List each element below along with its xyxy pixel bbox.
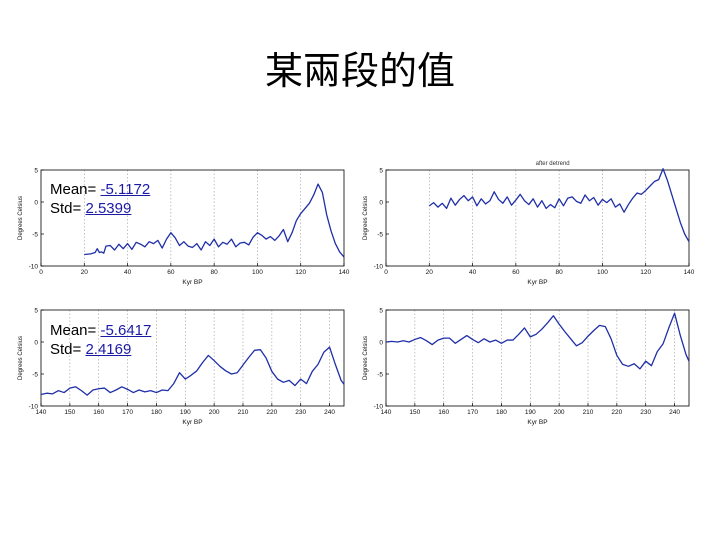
mean-value: -5.1172 <box>100 181 151 198</box>
chart-panel-top-right: after detrend 0 20 40 60 80 100 120 140 5 0 -5 -10 Ky… <box>350 158 695 288</box>
x-tick-label: 20 <box>426 269 434 276</box>
chart-svg: 140 150 160 170 180 190 200 210 220 230 240 5 0 -5 -10… <box>363 307 690 426</box>
x-tick-label: 180 <box>151 409 162 416</box>
stats-annotation-top: Mean= -5.1172 Std= 2.5399 <box>50 180 150 218</box>
x-tick-label: 230 <box>640 409 651 416</box>
y-axis-label: Degrees Celsius <box>18 196 24 240</box>
x-tick-label: 190 <box>525 409 536 416</box>
x-tick-label: 0 <box>384 269 388 276</box>
x-tick-label: 120 <box>640 269 651 276</box>
y-tick-label: 0 <box>379 339 383 346</box>
x-tick-label: 210 <box>238 409 249 416</box>
mean-label: Mean= <box>50 322 97 339</box>
x-tick-label: 150 <box>64 409 75 416</box>
std-label: Std= <box>50 200 82 217</box>
y-tick-label: -5 <box>32 371 38 378</box>
y-tick-label: -5 <box>32 231 38 238</box>
y-axis-label: Degrees Celsius <box>363 196 369 240</box>
chart-svg: 0 20 40 60 80 100 120 140 5 0 -5 -10 Kyr BP Degrees C… <box>18 167 350 286</box>
stats-annotation-bottom: Mean= -5.6417 Std= 2.4169 <box>50 321 151 359</box>
y-tick-label: 5 <box>34 167 38 174</box>
mean-value: -5.6417 <box>100 322 152 339</box>
y-axis-label: Degrees Celsius <box>363 336 369 380</box>
series-line <box>40 346 345 396</box>
mean-line: Mean= -5.1172 <box>50 180 150 199</box>
axes-frame <box>40 309 345 407</box>
x-tick-label: 180 <box>496 409 507 416</box>
y-tick-label: 0 <box>379 199 383 206</box>
std-value: 2.5399 <box>85 200 132 217</box>
x-tick-label: 220 <box>611 409 622 416</box>
axes-frame <box>385 169 690 267</box>
mean-label: Mean= <box>50 181 97 198</box>
y-tick-label: 5 <box>379 167 383 174</box>
y-tick-label: -10 <box>374 263 384 270</box>
x-tick-label: 120 <box>295 269 306 276</box>
y-tick-label: -5 <box>377 371 383 378</box>
x-axis-label: Kyr BP <box>527 279 547 286</box>
std-line: Std= 2.5399 <box>50 199 150 218</box>
chart-panel-top-left: 0 20 40 60 80 100 120 140 5 0 -5 -10 Kyr BP Degrees C… <box>5 158 350 288</box>
x-tick-label: 240 <box>324 409 335 416</box>
y-tick-label: 0 <box>34 339 38 346</box>
x-tick-label: 40 <box>124 269 132 276</box>
axes-frame <box>385 309 690 407</box>
x-tick-label: 140 <box>339 269 350 276</box>
y-tick-label: 5 <box>379 307 383 314</box>
x-tick-label: 160 <box>93 409 104 416</box>
x-tick-label: 100 <box>252 269 263 276</box>
y-tick-label: 5 <box>34 307 38 314</box>
x-tick-label: 170 <box>122 409 133 416</box>
x-tick-label: 140 <box>684 269 695 276</box>
std-value: 2.4169 <box>85 341 132 358</box>
y-tick-label: -5 <box>377 231 383 238</box>
x-tick-label: 210 <box>583 409 594 416</box>
series-line <box>428 168 690 242</box>
x-axis-label: Kyr BP <box>182 419 202 426</box>
x-tick-label: 240 <box>669 409 680 416</box>
axes-frame <box>40 169 345 267</box>
x-tick-label: 20 <box>81 269 89 276</box>
chart-title: after detrend <box>536 161 570 167</box>
std-line: Std= 2.4169 <box>50 340 151 359</box>
chart-panel-bottom-left: 140 150 160 170 180 190 200 210 220 230 240 5 0 -5 -10… <box>5 298 350 428</box>
chart-svg: after detrend 0 20 40 60 80 100 120 140 5 0 -5 -10 Ky… <box>363 161 695 286</box>
x-tick-label: 60 <box>512 269 520 276</box>
series-line <box>385 312 690 370</box>
series-line <box>84 183 345 258</box>
x-tick-label: 150 <box>409 409 420 416</box>
x-tick-label: 140 <box>36 409 47 416</box>
x-tick-label: 160 <box>438 409 449 416</box>
x-tick-label: 140 <box>381 409 392 416</box>
std-label: Std= <box>50 341 82 358</box>
x-tick-label: 200 <box>554 409 565 416</box>
x-tick-label: 40 <box>469 269 477 276</box>
x-tick-label: 100 <box>597 269 608 276</box>
x-axis-label: Kyr BP <box>527 419 547 426</box>
x-tick-label: 80 <box>556 269 564 276</box>
y-tick-label: -10 <box>29 263 39 270</box>
y-axis-label: Degrees Celsius <box>18 336 24 380</box>
x-tick-label: 60 <box>167 269 175 276</box>
x-tick-label: 0 <box>39 269 43 276</box>
y-tick-label: -10 <box>29 403 39 410</box>
x-tick-label: 190 <box>180 409 191 416</box>
x-tick-label: 170 <box>467 409 478 416</box>
x-tick-label: 200 <box>209 409 220 416</box>
x-tick-label: 220 <box>266 409 277 416</box>
y-tick-label: 0 <box>34 199 38 206</box>
chart-panel-bottom-right: 140 150 160 170 180 190 200 210 220 230 240 5 0 -5 -10… <box>350 298 695 428</box>
x-tick-label: 230 <box>295 409 306 416</box>
x-axis-label: Kyr BP <box>182 279 202 286</box>
chart-svg: 140 150 160 170 180 190 200 210 220 230 240 5 0 -5 -10… <box>18 307 345 426</box>
slide-title: 某兩段的值 <box>264 49 455 93</box>
x-tick-label: 80 <box>211 269 219 276</box>
y-tick-label: -10 <box>374 403 384 410</box>
mean-line: Mean= -5.6417 <box>50 321 151 340</box>
